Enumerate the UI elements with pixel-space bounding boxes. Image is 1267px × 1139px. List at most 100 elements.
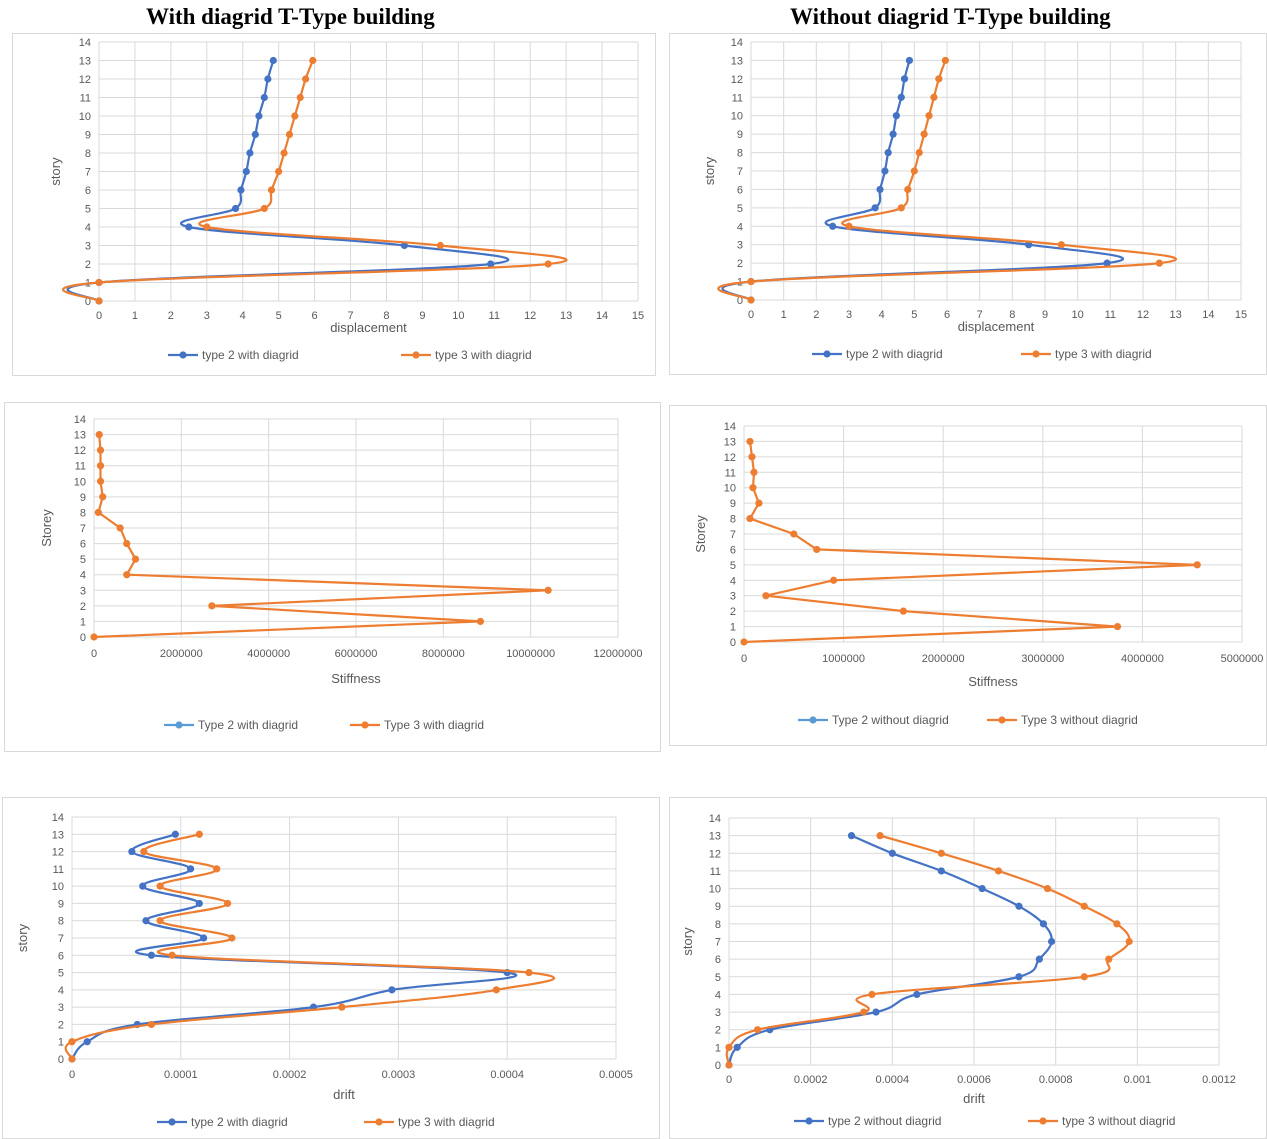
x-tick-label: 2	[168, 310, 174, 322]
y-tick-label: 9	[715, 901, 721, 913]
data-point	[910, 167, 918, 175]
x-tick-label: 8	[1009, 309, 1015, 321]
y-tick-label: 2	[737, 258, 743, 270]
x-tick-label: 0.001	[1124, 1074, 1152, 1086]
x-tick-label: 2	[813, 309, 819, 321]
data-point	[750, 468, 758, 476]
x-tick-label: 15	[632, 310, 644, 322]
data-point	[905, 56, 914, 65]
data-point	[889, 130, 897, 138]
data-point	[871, 204, 879, 212]
data-point	[1015, 973, 1023, 981]
data-point	[94, 508, 102, 517]
x-tick-label: 0.0012	[1202, 1074, 1236, 1086]
data-point	[1015, 902, 1023, 910]
x-tick-label: 12000000	[594, 648, 643, 660]
x-axis-title: Stiffness	[331, 671, 381, 686]
x-tick-label: 5	[911, 309, 917, 321]
y-tick-label: 13	[79, 56, 91, 68]
legend-marker	[1039, 1117, 1047, 1125]
data-point	[228, 934, 236, 942]
data-point	[208, 602, 216, 610]
y-tick-label: 0	[58, 1054, 64, 1066]
data-point	[941, 56, 949, 65]
x-tick-label: 12	[524, 310, 536, 322]
legend-marker	[179, 351, 187, 359]
x-tick-label: 0	[748, 309, 754, 321]
data-point	[95, 278, 103, 287]
legend-item: type 3 with diagrid	[401, 348, 532, 362]
data-point	[876, 832, 884, 840]
data-point	[746, 514, 754, 523]
data-point	[476, 617, 485, 626]
x-axis-title: displacement	[330, 320, 407, 335]
data-point	[1080, 973, 1088, 981]
x-tick-label: 14	[596, 310, 608, 322]
data-point	[847, 832, 856, 840]
x-tick-label: 3	[846, 309, 852, 321]
legend-label: Type 3 without diagrid	[1021, 713, 1138, 727]
x-tick-label: 1000000	[822, 653, 865, 665]
data-point	[762, 592, 770, 600]
data-point	[725, 1043, 733, 1051]
legend-label: type 2 without diagrid	[828, 1114, 941, 1128]
legend-item: type 2 without diagrid	[794, 1114, 941, 1128]
legend-marker	[375, 1118, 383, 1126]
y-tick-label: 14	[731, 37, 743, 49]
x-tick-label: 13	[560, 310, 572, 322]
data-point	[90, 633, 98, 641]
x-tick-label: 0.0002	[794, 1074, 828, 1086]
y-axis-title: story	[48, 157, 63, 186]
legend-label: Type 2 without diagrid	[832, 713, 949, 727]
series-line-1	[727, 834, 1053, 1066]
data-point	[280, 149, 288, 157]
x-tick-label: 10	[452, 310, 464, 322]
y-tick-label: 13	[731, 55, 743, 67]
legend-label: type 3 with diagrid	[398, 1115, 495, 1129]
x-tick-label: 11	[1105, 309, 1116, 321]
y-tick-label: 6	[730, 544, 736, 556]
data-point	[755, 499, 763, 507]
y-tick-label: 4	[737, 221, 743, 233]
y-tick-label: 3	[737, 240, 743, 252]
legend-marker	[1032, 350, 1040, 358]
y-tick-label: 8	[730, 514, 736, 526]
data-point	[123, 539, 131, 548]
data-point	[83, 1038, 91, 1046]
y-tick-label: 9	[730, 498, 736, 510]
data-point	[436, 241, 444, 250]
data-point	[237, 186, 245, 194]
x-tick-label: 9	[419, 310, 425, 322]
data-point	[904, 185, 912, 194]
data-point	[899, 607, 907, 615]
y-tick-label: 4	[85, 222, 91, 234]
data-point	[68, 1055, 76, 1063]
legend-item: type 3 with diagrid	[364, 1115, 495, 1129]
x-axis-title: Stiffness	[968, 674, 1018, 689]
x-tick-label: 8	[383, 310, 389, 322]
data-point	[338, 1003, 346, 1011]
data-point	[123, 571, 131, 579]
y-tick-label: 14	[74, 414, 86, 426]
legend-item: Type 3 without diagrid	[987, 713, 1138, 727]
y-tick-label: 8	[715, 919, 721, 931]
data-point	[746, 437, 754, 446]
data-point	[915, 148, 923, 157]
data-point	[913, 990, 921, 999]
data-point	[1057, 241, 1065, 249]
y-tick-label: 3	[58, 1002, 64, 1014]
series-line-2	[725, 834, 1131, 1066]
y-tick-label: 10	[724, 483, 736, 495]
y-tick-label: 6	[58, 950, 64, 962]
data-point	[487, 260, 495, 268]
data-point	[813, 545, 821, 554]
data-point	[96, 462, 105, 470]
x-tick-label: 0	[741, 653, 747, 665]
data-point	[302, 75, 310, 83]
y-tick-label: 7	[85, 167, 91, 179]
data-point	[897, 93, 905, 101]
data-point	[740, 638, 748, 646]
x-tick-label: 1	[781, 309, 787, 321]
